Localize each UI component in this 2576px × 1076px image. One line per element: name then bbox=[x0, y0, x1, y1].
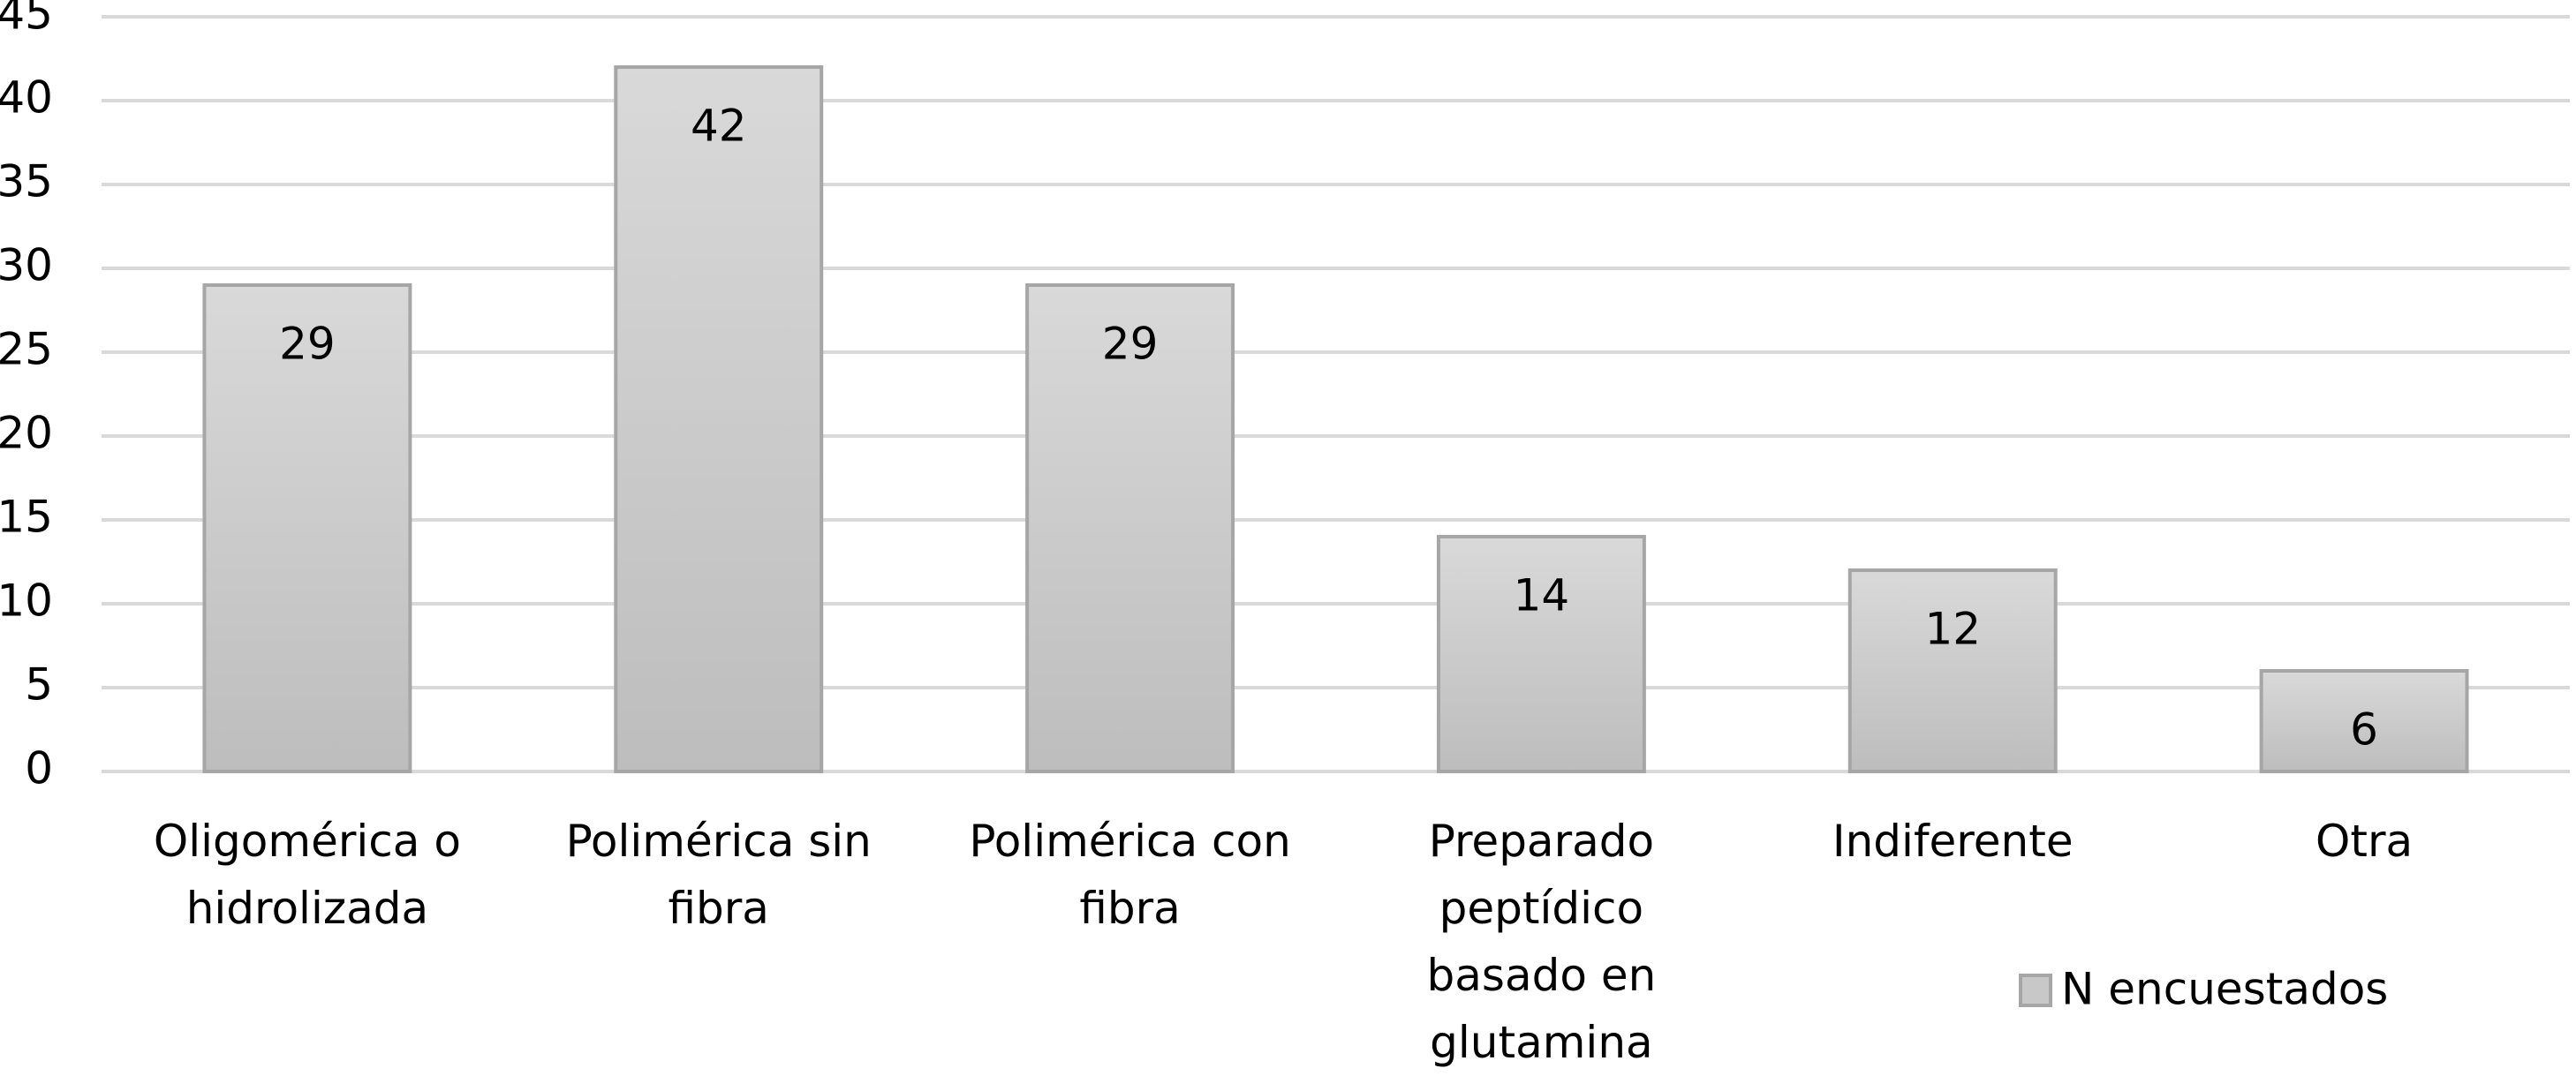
x-tick-label: Oligomérica o hidrolizada bbox=[153, 816, 461, 934]
y-tick-label: 5 bbox=[25, 659, 53, 711]
bar bbox=[202, 283, 412, 773]
y-tick-label: 25 bbox=[0, 324, 53, 375]
chart-svg: 0 5 10 15 20 25 30 35 40 45 29 42 29 14 12 6 N encuestad… bbox=[0, 0, 2570, 1012]
x-tick-label: Polimérica sin fibra bbox=[565, 816, 872, 934]
data-label: 29 bbox=[1102, 319, 1159, 370]
data-label: 6 bbox=[2350, 704, 2378, 756]
x-tick-label: Polimérica con fibra bbox=[969, 816, 1291, 934]
data-label: 14 bbox=[1514, 570, 1570, 621]
legend-swatch bbox=[2019, 974, 2052, 1007]
y-tick-label: 20 bbox=[0, 408, 53, 459]
x-tick-label: Preparado peptídico basado en glutamina bbox=[1426, 816, 1657, 1068]
bar bbox=[1025, 283, 1235, 773]
x-tick-label: Otra bbox=[2315, 816, 2414, 867]
y-tick-label: 10 bbox=[0, 576, 53, 627]
y-tick-label: 30 bbox=[0, 240, 53, 291]
data-label: 29 bbox=[279, 319, 336, 370]
bar bbox=[2259, 669, 2469, 773]
y-tick-label: 45 bbox=[0, 0, 53, 40]
bar bbox=[1436, 535, 1646, 773]
y-tick-label: 35 bbox=[0, 156, 53, 207]
y-tick-label: 0 bbox=[25, 743, 53, 794]
legend-label: N encuestados bbox=[2061, 964, 2388, 1012]
bar bbox=[1847, 568, 2058, 773]
y-tick-label: 15 bbox=[0, 492, 53, 543]
bar bbox=[614, 65, 824, 773]
y-tick-label: 40 bbox=[0, 72, 53, 124]
x-tick-label: Indiferente bbox=[1832, 816, 2074, 867]
data-label: 42 bbox=[691, 101, 747, 152]
data-label: 12 bbox=[1924, 604, 1981, 655]
